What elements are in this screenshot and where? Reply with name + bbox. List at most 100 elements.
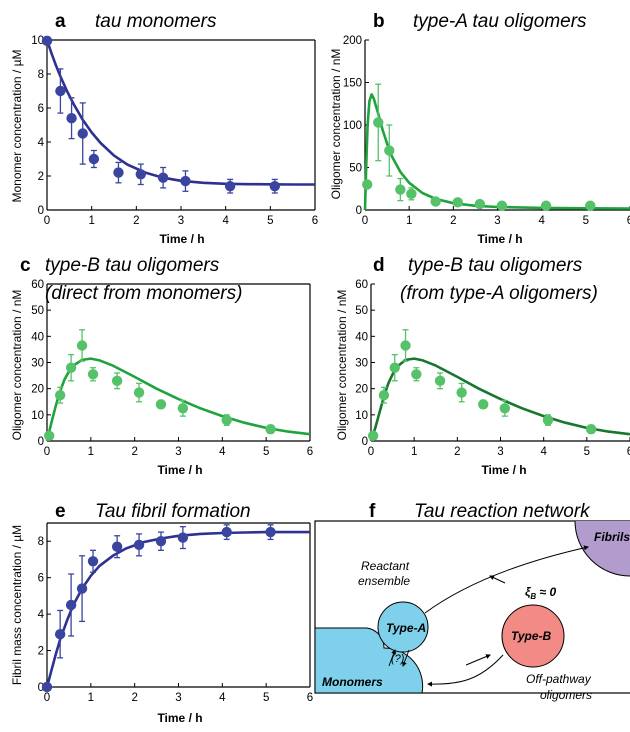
panel-c-xtick-label: 0	[44, 446, 50, 458]
panel-c-xtick-label: 5	[263, 446, 269, 458]
panel-e-xtick-label: 6	[307, 692, 313, 704]
panel-a-data-point	[66, 113, 77, 124]
panel-c-data-point	[221, 414, 232, 426]
panel-d-xtick-label: 6	[627, 446, 630, 458]
panel-b-ylabel: Oligomer concentration / nM	[329, 49, 343, 200]
panel-c-data-point	[133, 387, 145, 398]
reactant-ensemble-line2: ensemble	[358, 574, 410, 588]
panel-b-data-point	[373, 117, 384, 128]
panel-b-xtick-label: 4	[538, 215, 545, 227]
panel-a-data-point	[269, 181, 280, 192]
fibrils-label: Fibrils	[594, 530, 630, 544]
panel-f-title: Tau reaction network	[414, 501, 591, 522]
panel-e-xtick-label: 1	[88, 692, 94, 704]
panel-e-ytick-label: 4	[38, 609, 45, 621]
panel-a-xtick-label: 0	[44, 215, 50, 227]
panel-e-xtick-label: 4	[219, 692, 226, 704]
panel-b-data-point	[384, 145, 395, 156]
panel-e-xtick-label: 0	[44, 692, 50, 704]
panel-d-data-point	[389, 362, 400, 373]
panel-a-ytick-label: 10	[31, 35, 44, 47]
panel-b-data-point	[474, 198, 486, 210]
panel-b-data-point	[362, 179, 373, 190]
arrow-typea-monomers-right	[402, 649, 410, 667]
panel-a-xtick-label: 2	[133, 215, 139, 227]
panel-d-xtick-label: 4	[540, 446, 547, 458]
panel-c-xtick-label: 3	[175, 446, 181, 458]
panel-b-data-point	[406, 188, 417, 200]
panel-a-ylabel: Monomer concentration / µM	[10, 50, 24, 203]
panel-c-letter: c	[20, 255, 31, 276]
panel-f: f Tau reaction network Fibrils Type-A Ty…	[314, 501, 630, 702]
panel-c-data-point	[177, 403, 189, 414]
panel-c: c type-B tau oligomers (direct from mono…	[10, 255, 313, 477]
panel-a-data-point	[77, 128, 88, 139]
panel-d-ytick-label: 40	[355, 331, 368, 343]
reactant-ensemble-line1: Reactant	[361, 559, 410, 573]
panel-d-ytick-label: 50	[355, 305, 368, 317]
panel-a-title: tau monomers	[95, 11, 217, 32]
panel-e-plot: 0 1 2 3 4 5 6 0 2 4 6 8	[38, 522, 313, 704]
panel-a-ytick-label: 8	[38, 69, 44, 81]
panel-a-ytick-label: 0	[38, 205, 44, 217]
panel-b-title: type-A tau oligomers	[413, 11, 587, 32]
arrow-typeb-to-monomers	[427, 654, 504, 687]
panel-d-data-point	[456, 387, 467, 398]
panel-e-fit-curve	[45, 530, 310, 688]
panel-a-xlabel: Time / h	[159, 232, 204, 246]
panel-d-ytick-label: 30	[355, 358, 368, 370]
panel-d-ytick-label: 10	[355, 410, 368, 422]
panel-d-letter: d	[373, 255, 385, 276]
panel-c-xtick-label: 4	[219, 446, 226, 458]
panel-c-ytick-label: 10	[31, 410, 44, 422]
panel-e-xtick-label: 3	[175, 692, 181, 704]
panel-e-ytick-label: 0	[38, 682, 44, 694]
panel-c-xlabel: Time / h	[157, 463, 202, 477]
panel-a-xtick-label: 3	[178, 215, 184, 227]
panel-d-ytick-label: 60	[355, 279, 368, 291]
panel-e-data-point	[177, 532, 189, 543]
panel-c-ytick-label: 30	[31, 358, 44, 370]
panel-c-data-point	[43, 430, 55, 441]
panel-a-xtick-label: 6	[312, 215, 318, 227]
panel-c-data-point	[265, 424, 276, 435]
panel-e-ylabel: Fibril mass concentration / µM	[10, 525, 24, 685]
panel-e-data-point	[155, 536, 167, 547]
panel-e-xtick-label: 2	[131, 692, 137, 704]
panel-d-ytick-label: 0	[362, 436, 368, 448]
panel-a-data-point	[224, 181, 236, 192]
arrow-typea-monomers-left	[388, 649, 396, 667]
type-a-label: Type-A	[386, 621, 426, 635]
type-a-node	[377, 601, 429, 653]
panel-e-ytick-label: 2	[38, 646, 44, 658]
panel-b: b type-A tau oligomers 0 1 2 3 4 5 6 0 50 100 150 2…	[329, 11, 630, 246]
panel-b-ytick-label: 0	[356, 205, 362, 217]
type-b-node	[501, 604, 565, 668]
panel-d-ytick-label: 20	[355, 384, 368, 396]
panel-c-fit-curve	[45, 357, 311, 442]
panel-e-data-point	[221, 526, 232, 538]
panel-b-data-point	[496, 200, 508, 211]
panel-d: d type-B tau oligomers (from type-A olig…	[335, 255, 630, 477]
panel-a-letter: a	[55, 11, 66, 32]
panel-c-ytick-label: 60	[31, 279, 44, 291]
panel-a-data-point	[135, 169, 146, 180]
panel-c-xtick-label: 1	[88, 446, 94, 458]
panel-e-data-point	[111, 541, 123, 552]
panel-d-xtick-label: 1	[411, 446, 417, 458]
panel-d-data-point	[411, 369, 422, 380]
panel-c-ytick-label: 40	[31, 331, 44, 343]
offpathway-line1: Off-pathway	[526, 672, 592, 686]
panel-b-ytick-label: 100	[343, 120, 362, 132]
panel-c-data-point	[65, 362, 77, 373]
panel-b-xtick-label: 2	[450, 215, 456, 227]
panel-e-data-point	[65, 599, 77, 611]
panel-d-title: type-B tau oligomers	[408, 255, 583, 276]
panel-a-plot: 0 1 2 3 4 5 6 0 2 4 6 8 10	[31, 35, 318, 227]
panel-c-ytick-label: 50	[31, 305, 44, 317]
panel-b-xlabel: Time / h	[477, 232, 522, 246]
panel-d-data-point	[400, 340, 411, 351]
panel-d-ylabel: Oligomer concentration / nM	[335, 290, 349, 441]
